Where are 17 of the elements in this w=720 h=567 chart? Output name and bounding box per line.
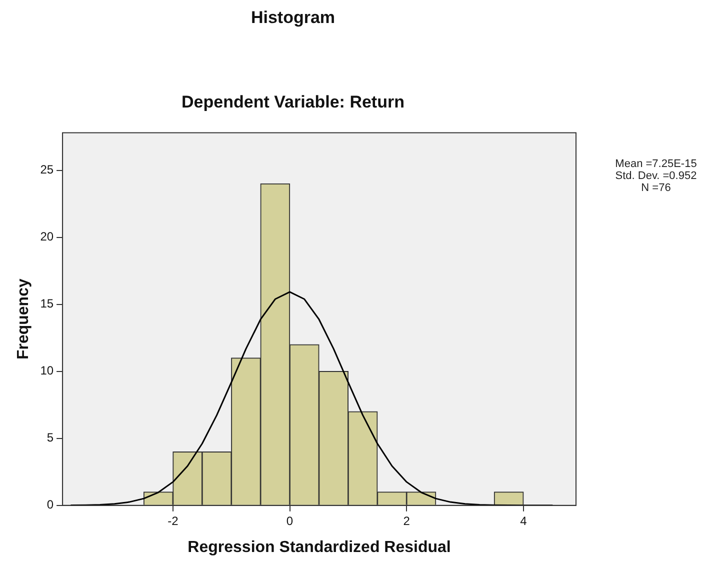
y-axis-title: Frequency bbox=[15, 278, 32, 360]
chart-title: Histogram bbox=[250, 8, 336, 27]
text: N =76 bbox=[640, 182, 672, 194]
x-tick-label: 2 bbox=[403, 514, 410, 528]
y-tick-label: 0 bbox=[46, 498, 54, 512]
y-tick-label: 5 bbox=[46, 430, 54, 445]
y-tick-label: 10 bbox=[40, 364, 54, 378]
x-tick-label: 0 bbox=[286, 514, 294, 528]
y-tick-label: 15 bbox=[40, 296, 54, 311]
chart-subtitle: Dependent Variable: Return bbox=[182, 92, 404, 112]
y-tick-label: 20 bbox=[40, 230, 54, 244]
text: Mean =7.25E-15 bbox=[614, 158, 698, 170]
x-tick-label: 4 bbox=[520, 514, 528, 528]
x-tick-label: -2 bbox=[168, 514, 179, 528]
y-tick-label: 25 bbox=[40, 162, 54, 177]
text: Std. Dev. =0.952 bbox=[614, 170, 698, 182]
x-axis-title: Regression Standardized Residual bbox=[188, 538, 451, 556]
